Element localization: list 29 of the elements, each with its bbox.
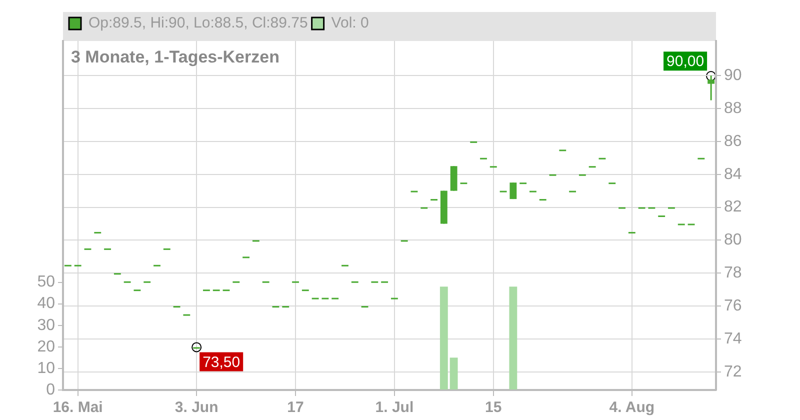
y-tick-label: 74 [724, 330, 742, 348]
annotation: 90,00 [666, 53, 704, 70]
y2-tick-label: 0 [46, 381, 56, 398]
chart-title: 3 Monate, 1-Tages-Kerzen [71, 48, 280, 67]
y-tick-label: 78 [724, 264, 742, 282]
y-tick-label: 82 [724, 198, 742, 216]
y2-tick-label: 20 [37, 338, 56, 356]
candlestick [708, 74, 715, 102]
legend-label: Vol: 0 [331, 14, 369, 32]
x-tick-label: 1. Jul [375, 399, 414, 416]
y-tick-label: 90 [724, 66, 742, 84]
y2-tick-label: 40 [37, 295, 56, 312]
y-tick-label: 80 [724, 232, 742, 249]
candlestick [510, 182, 517, 200]
annotation: 73,50 [202, 354, 240, 371]
x-tick-label: 17 [287, 399, 304, 416]
y-tick-label: 88 [724, 100, 742, 117]
y-tick-label: 84 [724, 166, 742, 183]
x-tick-label: 4. Aug [609, 399, 655, 416]
y-tick-label: 86 [724, 132, 742, 150]
legend-label: Op:89.5, Hi:90, Lo:88.5, Cl:89.75 [88, 14, 308, 32]
y-tick-label: 72 [724, 363, 742, 380]
y2-tick-label: 50 [37, 274, 56, 291]
x-tick-label: 15 [485, 399, 502, 416]
y-tick-label: 76 [724, 297, 742, 314]
y2-tick-label: 30 [37, 316, 56, 334]
x-tick-label: 16. Mai [52, 399, 103, 416]
x-tick-label: 3. Jun [174, 399, 218, 416]
y2-tick-label: 10 [37, 360, 56, 377]
